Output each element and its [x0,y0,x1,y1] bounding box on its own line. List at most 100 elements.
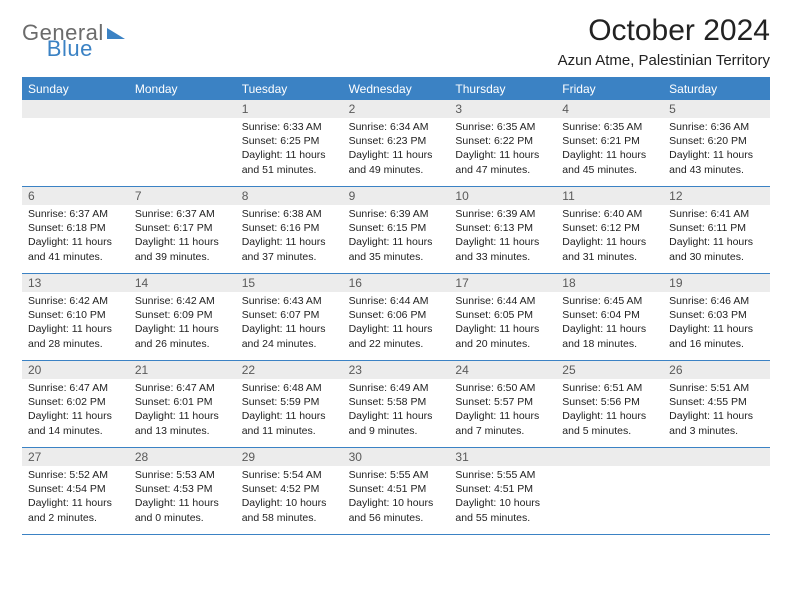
daylight-line: Daylight: 11 hours and 24 minutes. [242,322,337,350]
sunset-line: Sunset: 6:21 PM [562,134,657,148]
calendar-cell [129,100,236,186]
sunset-line: Sunset: 6:02 PM [28,395,123,409]
logo-text-blue: Blue [47,36,93,61]
sunset-line: Sunset: 5:58 PM [349,395,444,409]
daylight-line: Daylight: 11 hours and 28 minutes. [28,322,123,350]
day-number: 7 [129,187,236,205]
calendar-cell: 9Sunrise: 6:39 AMSunset: 6:15 PMDaylight… [343,187,450,273]
calendar-cell: 30Sunrise: 5:55 AMSunset: 4:51 PMDayligh… [343,448,450,534]
sunrise-line: Sunrise: 5:52 AM [28,468,123,482]
calendar-week: 13Sunrise: 6:42 AMSunset: 6:10 PMDayligh… [22,274,770,361]
calendar-cell: 10Sunrise: 6:39 AMSunset: 6:13 PMDayligh… [449,187,556,273]
day-header: Monday [129,79,236,100]
calendar-cell: 26Sunrise: 5:51 AMSunset: 4:55 PMDayligh… [663,361,770,447]
daylight-line: Daylight: 11 hours and 47 minutes. [455,148,550,176]
page-title: October 2024 [558,14,770,48]
sunset-line: Sunset: 6:18 PM [28,221,123,235]
sunrise-line: Sunrise: 6:50 AM [455,381,550,395]
sunrise-line: Sunrise: 6:48 AM [242,381,337,395]
logo: General Blue [22,20,171,46]
day-number: 20 [22,361,129,379]
sunrise-line: Sunrise: 6:45 AM [562,294,657,308]
day-header: Friday [556,79,663,100]
calendar-cell: 8Sunrise: 6:38 AMSunset: 6:16 PMDaylight… [236,187,343,273]
sunset-line: Sunset: 6:01 PM [135,395,230,409]
day-info: Sunrise: 6:40 AMSunset: 6:12 PMDaylight:… [556,205,663,268]
calendar-cell: 17Sunrise: 6:44 AMSunset: 6:05 PMDayligh… [449,274,556,360]
day-number: 23 [343,361,450,379]
day-header: Sunday [22,79,129,100]
calendar-cell: 5Sunrise: 6:36 AMSunset: 6:20 PMDaylight… [663,100,770,186]
day-number: 4 [556,100,663,118]
daylight-line: Daylight: 11 hours and 22 minutes. [349,322,444,350]
sunrise-line: Sunrise: 5:51 AM [669,381,764,395]
day-info: Sunrise: 5:53 AMSunset: 4:53 PMDaylight:… [129,466,236,529]
daylight-line: Daylight: 11 hours and 45 minutes. [562,148,657,176]
sunset-line: Sunset: 6:06 PM [349,308,444,322]
day-info: Sunrise: 6:39 AMSunset: 6:13 PMDaylight:… [449,205,556,268]
day-info [556,466,663,528]
day-info: Sunrise: 6:45 AMSunset: 6:04 PMDaylight:… [556,292,663,355]
daylight-line: Daylight: 10 hours and 56 minutes. [349,496,444,524]
day-info: Sunrise: 6:51 AMSunset: 5:56 PMDaylight:… [556,379,663,442]
sunrise-line: Sunrise: 6:34 AM [349,120,444,134]
day-info: Sunrise: 6:41 AMSunset: 6:11 PMDaylight:… [663,205,770,268]
daylight-line: Daylight: 11 hours and 2 minutes. [28,496,123,524]
calendar-cell: 18Sunrise: 6:45 AMSunset: 6:04 PMDayligh… [556,274,663,360]
sunset-line: Sunset: 4:51 PM [455,482,550,496]
day-info: Sunrise: 5:55 AMSunset: 4:51 PMDaylight:… [449,466,556,529]
calendar-cell: 25Sunrise: 6:51 AMSunset: 5:56 PMDayligh… [556,361,663,447]
sunrise-line: Sunrise: 6:33 AM [242,120,337,134]
day-info: Sunrise: 6:37 AMSunset: 6:17 PMDaylight:… [129,205,236,268]
day-info: Sunrise: 5:52 AMSunset: 4:54 PMDaylight:… [22,466,129,529]
day-info: Sunrise: 6:37 AMSunset: 6:18 PMDaylight:… [22,205,129,268]
day-number: 26 [663,361,770,379]
day-number: 22 [236,361,343,379]
sunrise-line: Sunrise: 6:47 AM [28,381,123,395]
daylight-line: Daylight: 11 hours and 33 minutes. [455,235,550,263]
day-info: Sunrise: 6:47 AMSunset: 6:01 PMDaylight:… [129,379,236,442]
sunset-line: Sunset: 6:12 PM [562,221,657,235]
calendar: SundayMondayTuesdayWednesdayThursdayFrid… [22,77,770,535]
daylight-line: Daylight: 11 hours and 51 minutes. [242,148,337,176]
sunset-line: Sunset: 5:56 PM [562,395,657,409]
day-info: Sunrise: 6:44 AMSunset: 6:06 PMDaylight:… [343,292,450,355]
sunset-line: Sunset: 6:11 PM [669,221,764,235]
calendar-cell [22,100,129,186]
day-number [22,100,129,118]
day-number: 1 [236,100,343,118]
sunrise-line: Sunrise: 6:51 AM [562,381,657,395]
day-number: 14 [129,274,236,292]
calendar-cell: 28Sunrise: 5:53 AMSunset: 4:53 PMDayligh… [129,448,236,534]
day-number: 15 [236,274,343,292]
day-info: Sunrise: 6:38 AMSunset: 6:16 PMDaylight:… [236,205,343,268]
sunrise-line: Sunrise: 5:55 AM [349,468,444,482]
day-info: Sunrise: 6:46 AMSunset: 6:03 PMDaylight:… [663,292,770,355]
calendar-cell: 14Sunrise: 6:42 AMSunset: 6:09 PMDayligh… [129,274,236,360]
daylight-line: Daylight: 11 hours and 39 minutes. [135,235,230,263]
daylight-line: Daylight: 11 hours and 18 minutes. [562,322,657,350]
calendar-cell: 1Sunrise: 6:33 AMSunset: 6:25 PMDaylight… [236,100,343,186]
day-number: 17 [449,274,556,292]
day-info: Sunrise: 6:43 AMSunset: 6:07 PMDaylight:… [236,292,343,355]
sunset-line: Sunset: 4:54 PM [28,482,123,496]
sunrise-line: Sunrise: 6:41 AM [669,207,764,221]
day-number: 6 [22,187,129,205]
sunrise-line: Sunrise: 6:39 AM [455,207,550,221]
sunset-line: Sunset: 6:09 PM [135,308,230,322]
day-info: Sunrise: 5:54 AMSunset: 4:52 PMDaylight:… [236,466,343,529]
sunset-line: Sunset: 4:55 PM [669,395,764,409]
daylight-line: Daylight: 11 hours and 20 minutes. [455,322,550,350]
sunset-line: Sunset: 6:20 PM [669,134,764,148]
sunset-line: Sunset: 6:05 PM [455,308,550,322]
calendar-cell: 19Sunrise: 6:46 AMSunset: 6:03 PMDayligh… [663,274,770,360]
daylight-line: Daylight: 11 hours and 31 minutes. [562,235,657,263]
calendar-cell: 13Sunrise: 6:42 AMSunset: 6:10 PMDayligh… [22,274,129,360]
day-number: 8 [236,187,343,205]
weeks-container: 1Sunrise: 6:33 AMSunset: 6:25 PMDaylight… [22,100,770,535]
sunrise-line: Sunrise: 6:40 AM [562,207,657,221]
day-info: Sunrise: 5:51 AMSunset: 4:55 PMDaylight:… [663,379,770,442]
sunrise-line: Sunrise: 6:44 AM [349,294,444,308]
sunrise-line: Sunrise: 6:42 AM [135,294,230,308]
day-number: 31 [449,448,556,466]
